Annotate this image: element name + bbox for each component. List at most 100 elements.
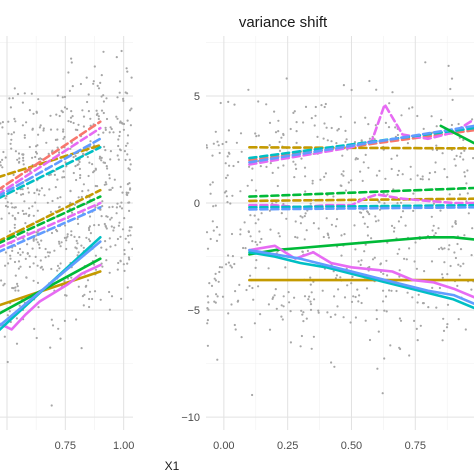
data-point — [53, 249, 56, 252]
data-point — [127, 191, 130, 194]
data-point — [59, 262, 62, 265]
data-point — [28, 255, 31, 258]
data-point — [12, 173, 15, 176]
data-point — [446, 176, 449, 179]
data-point — [42, 129, 45, 132]
data-point — [450, 123, 453, 127]
data-point — [306, 249, 309, 252]
data-point — [116, 237, 119, 241]
data-point — [247, 230, 250, 233]
data-point — [111, 205, 114, 208]
left-panel: 0.75 1.00 — [0, 36, 134, 452]
data-point — [383, 357, 386, 360]
data-point — [70, 230, 73, 233]
data-point — [35, 238, 38, 241]
data-point — [382, 272, 385, 275]
data-point — [259, 241, 262, 244]
data-point — [206, 322, 209, 325]
data-point — [342, 174, 345, 177]
data-point — [91, 163, 94, 166]
data-point — [49, 114, 52, 117]
data-point — [123, 248, 126, 252]
data-point — [239, 190, 242, 193]
data-point — [324, 102, 327, 106]
data-point — [430, 215, 433, 218]
data-point — [114, 244, 117, 247]
data-point — [391, 91, 394, 94]
data-point — [367, 123, 370, 126]
data-point — [101, 265, 104, 268]
data-point — [409, 165, 412, 168]
data-point — [20, 193, 23, 196]
data-point — [4, 251, 7, 254]
data-point — [76, 242, 79, 245]
data-point — [215, 293, 218, 296]
data-point — [88, 290, 92, 293]
x-tick-label: 1.00 — [113, 440, 134, 452]
data-point — [22, 159, 25, 162]
data-point — [323, 122, 326, 125]
data-point — [87, 189, 90, 192]
data-point — [118, 91, 121, 94]
data-point — [450, 77, 454, 80]
data-point — [80, 195, 83, 199]
data-point — [273, 294, 276, 297]
data-point — [101, 200, 104, 203]
data-point — [82, 246, 85, 249]
data-point — [242, 246, 245, 250]
data-point — [19, 253, 22, 256]
data-point — [302, 121, 305, 124]
data-point — [105, 117, 109, 121]
data-point — [115, 206, 118, 209]
data-point — [379, 262, 382, 265]
data-point — [278, 235, 281, 238]
data-point — [453, 158, 456, 161]
data-point — [357, 260, 360, 263]
data-point — [22, 163, 25, 166]
data-point — [353, 141, 357, 144]
data-point — [451, 225, 454, 228]
data-point — [327, 236, 330, 239]
data-point — [398, 248, 401, 251]
data-point — [104, 240, 107, 243]
data-point — [357, 300, 360, 303]
y-tick-label: 0 — [194, 198, 200, 210]
data-point — [122, 97, 125, 100]
y-tick-label: 5 — [194, 91, 200, 103]
series-line — [248, 146, 474, 150]
data-point — [57, 240, 61, 243]
data-point — [21, 251, 24, 254]
data-point — [395, 289, 398, 293]
data-point — [34, 150, 38, 154]
data-point — [432, 224, 435, 227]
data-point — [28, 265, 31, 268]
data-point — [317, 311, 320, 314]
data-point — [86, 279, 90, 282]
data-point — [278, 140, 281, 144]
data-point — [21, 188, 24, 191]
data-point — [88, 228, 91, 232]
data-point — [83, 293, 86, 296]
data-point — [65, 107, 69, 110]
data-point — [17, 211, 20, 215]
data-point — [319, 178, 322, 181]
data-point — [466, 192, 469, 195]
data-point — [253, 322, 256, 325]
data-point — [334, 225, 338, 228]
data-point — [321, 289, 324, 292]
data-point — [235, 141, 238, 144]
data-point — [330, 361, 333, 364]
data-point — [254, 266, 257, 269]
data-point — [2, 284, 5, 287]
data-point — [384, 121, 387, 124]
series-line — [248, 203, 474, 209]
data-point — [25, 121, 28, 124]
data-point — [295, 121, 298, 124]
data-point — [404, 224, 407, 227]
series-line — [248, 206, 474, 211]
data-point — [128, 158, 131, 161]
data-point — [415, 327, 418, 330]
data-point — [337, 127, 340, 131]
data-point — [72, 171, 75, 175]
data-point — [78, 236, 81, 239]
